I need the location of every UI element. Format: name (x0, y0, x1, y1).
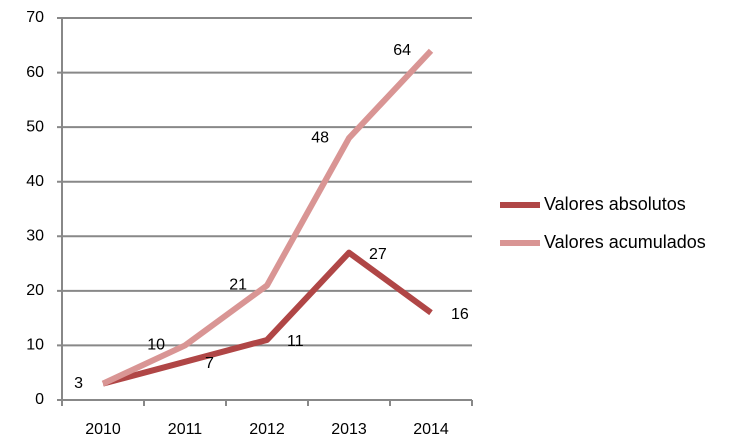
y-tick-label: 40 (26, 173, 44, 190)
series-line (101, 48, 434, 387)
series-line (102, 249, 433, 387)
y-tick-label: 50 (26, 118, 44, 135)
legend-label: Valores absolutos (544, 194, 686, 214)
legend-label: Valores acumulados (544, 232, 706, 252)
y-tick-label: 10 (26, 337, 44, 354)
y-tick-label: 0 (35, 391, 44, 408)
y-tick-label: 30 (26, 228, 44, 245)
data-label: 11 (287, 333, 304, 350)
x-tick-label: 2013 (331, 421, 367, 438)
data-label: 64 (393, 42, 411, 59)
data-label: 16 (451, 306, 469, 323)
data-label: 27 (369, 246, 387, 263)
data-label: 3 (74, 375, 83, 392)
data-label: 48 (311, 129, 329, 146)
data-label: 21 (229, 277, 247, 294)
x-tick-label: 2010 (85, 421, 121, 438)
data-label: 7 (205, 355, 214, 372)
y-tick-label: 60 (26, 64, 44, 81)
x-tick-label: 2011 (168, 421, 203, 438)
x-tick-label: 2012 (249, 421, 285, 438)
y-tick-label: 70 (26, 9, 44, 26)
data-label: 10 (147, 337, 165, 354)
x-tick-label: 2014 (413, 421, 449, 438)
y-tick-label: 20 (26, 282, 44, 299)
